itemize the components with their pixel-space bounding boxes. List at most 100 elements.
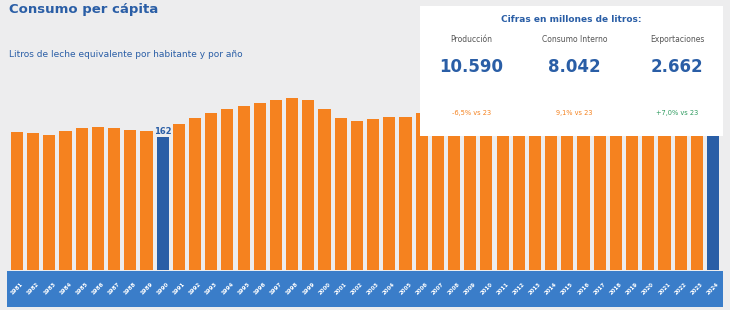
Bar	[431, 106, 444, 270]
Text: 1988: 1988	[123, 281, 137, 295]
Bar	[399, 117, 412, 270]
Bar	[610, 109, 622, 270]
Text: 1989: 1989	[139, 281, 154, 295]
Bar	[27, 133, 39, 270]
Text: 1996: 1996	[253, 281, 267, 295]
Bar	[157, 137, 169, 270]
Text: 1990: 1990	[155, 281, 170, 295]
Bar	[92, 126, 104, 270]
Bar	[221, 109, 234, 270]
Text: Cifras en millones de litros:: Cifras en millones de litros:	[501, 15, 642, 24]
Text: 2012: 2012	[512, 281, 526, 295]
Text: Litros de leche equivalente por habitante y por año: Litros de leche equivalente por habitant…	[9, 50, 242, 59]
Text: Producción: Producción	[450, 35, 492, 44]
Bar	[189, 118, 201, 270]
Bar	[642, 115, 654, 270]
Bar	[173, 124, 185, 270]
Bar	[334, 117, 347, 270]
Text: 2007: 2007	[431, 281, 445, 295]
Bar	[124, 130, 137, 270]
Text: 2005: 2005	[399, 281, 412, 295]
Text: 1994: 1994	[220, 281, 234, 295]
Bar	[302, 100, 315, 270]
Bar	[561, 95, 573, 270]
Text: 2004: 2004	[383, 281, 396, 295]
Text: 2009: 2009	[463, 281, 477, 295]
Text: Exportaciones: Exportaciones	[650, 35, 704, 44]
Bar	[76, 128, 88, 270]
Text: 1997: 1997	[269, 281, 283, 295]
Bar	[60, 131, 72, 270]
Text: 2011: 2011	[496, 281, 510, 295]
Text: 2016: 2016	[577, 281, 591, 295]
Text: -6,5% vs 23: -6,5% vs 23	[452, 110, 491, 116]
Text: 2002: 2002	[350, 281, 364, 295]
Text: 2003: 2003	[366, 281, 380, 295]
Bar	[286, 98, 299, 270]
Text: 1985: 1985	[74, 281, 89, 295]
Bar	[237, 106, 250, 270]
Text: 2021: 2021	[657, 281, 672, 295]
Text: 2010: 2010	[480, 281, 493, 295]
Text: 2022: 2022	[674, 281, 688, 295]
Bar	[675, 119, 687, 270]
Text: 2000: 2000	[318, 281, 331, 295]
Text: 9,1% vs 23: 9,1% vs 23	[556, 110, 593, 116]
Text: 10.590: 10.590	[439, 58, 503, 76]
Text: 1995: 1995	[237, 281, 251, 295]
FancyBboxPatch shape	[411, 2, 730, 140]
FancyBboxPatch shape	[0, 271, 730, 307]
Bar	[43, 135, 55, 270]
Bar	[367, 119, 379, 270]
Text: 217: 217	[429, 95, 447, 104]
Text: Consumo per cápita: Consumo per cápita	[9, 3, 158, 16]
Text: 8.042: 8.042	[548, 58, 601, 76]
Text: 1992: 1992	[188, 281, 202, 295]
Text: 2019: 2019	[625, 281, 639, 295]
Bar	[593, 107, 606, 270]
Bar	[545, 100, 557, 270]
Bar	[691, 117, 703, 270]
Bar	[351, 121, 363, 270]
Bar	[707, 130, 719, 270]
Text: 162: 162	[154, 126, 172, 135]
Bar	[270, 100, 282, 270]
Bar	[496, 108, 509, 270]
Text: 2001: 2001	[334, 281, 347, 295]
Bar	[383, 117, 396, 270]
Text: 2.662: 2.662	[651, 58, 704, 76]
Bar	[11, 132, 23, 270]
Text: 2013: 2013	[528, 281, 542, 295]
Bar	[512, 106, 525, 270]
Text: 1987: 1987	[107, 281, 121, 295]
Text: 2008: 2008	[447, 281, 461, 295]
Bar	[480, 109, 493, 270]
Bar	[464, 100, 476, 270]
Text: 1993: 1993	[204, 281, 218, 295]
Bar	[577, 105, 590, 270]
Text: 2006: 2006	[415, 281, 429, 295]
Text: +7,0% vs 23: +7,0% vs 23	[656, 110, 699, 116]
Text: Consumo Interno: Consumo Interno	[542, 35, 607, 44]
Bar	[415, 113, 428, 270]
Text: 171: 171	[704, 119, 722, 128]
Text: 1981: 1981	[9, 281, 24, 295]
Text: 1982: 1982	[26, 281, 40, 295]
Bar	[140, 131, 153, 270]
Text: 2015: 2015	[560, 281, 575, 295]
Bar	[448, 92, 460, 270]
Text: 2020: 2020	[641, 281, 656, 295]
Text: 1998: 1998	[285, 281, 299, 295]
Text: 2014: 2014	[544, 281, 558, 295]
Text: 1986: 1986	[91, 281, 105, 295]
Bar	[318, 109, 331, 270]
Text: 2018: 2018	[609, 281, 623, 295]
Text: 2023: 2023	[690, 281, 704, 295]
Text: 1983: 1983	[42, 281, 57, 295]
Text: 1999: 1999	[301, 281, 315, 295]
Text: 2017: 2017	[593, 281, 607, 295]
Bar	[254, 103, 266, 270]
Bar	[529, 104, 541, 270]
Bar	[108, 128, 120, 270]
Bar	[205, 113, 218, 270]
